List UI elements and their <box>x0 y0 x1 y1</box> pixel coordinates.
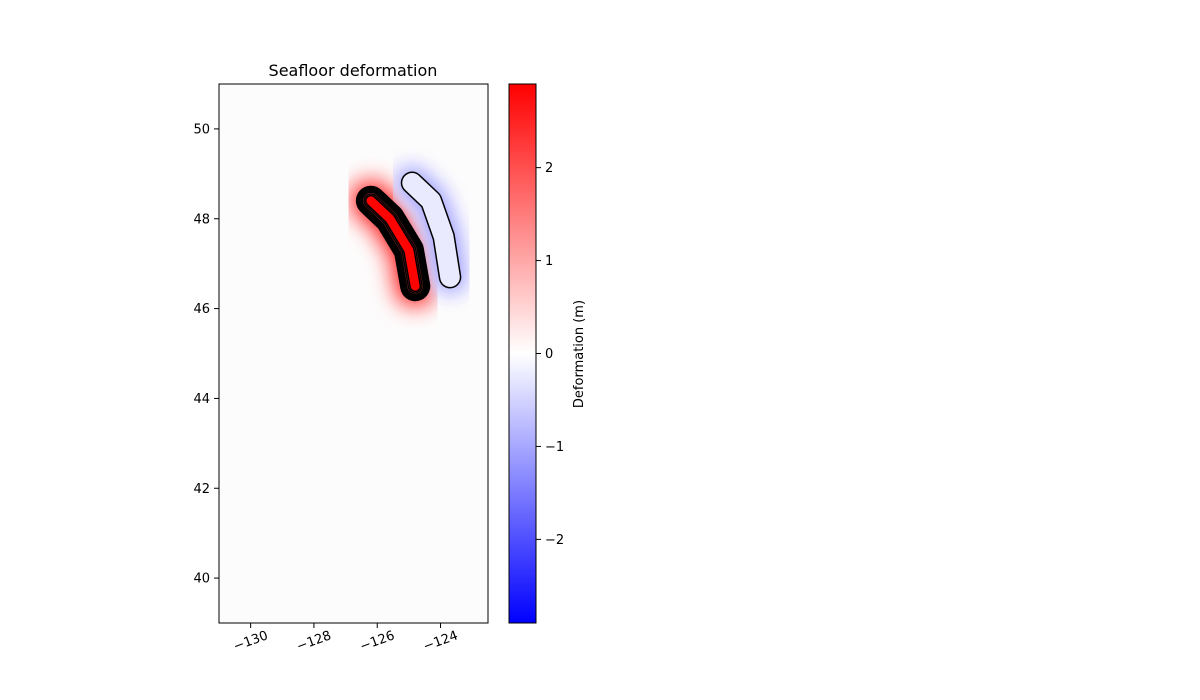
chart-title: Seafloor deformation <box>269 61 438 80</box>
uplift-contour-inner <box>366 196 420 291</box>
colorbar-tick-label: −2 <box>545 533 564 548</box>
colorbar-ticks: −2 −1 0 1 2 <box>536 161 564 548</box>
colorbar-gradient <box>509 84 536 623</box>
y-axis: 40 42 44 46 48 50 <box>193 122 219 587</box>
deformation-field <box>342 160 473 315</box>
colorbar: −2 −1 0 1 2 Deformation (m) <box>508 83 587 624</box>
x-tick-label: −130 <box>231 628 270 654</box>
colorbar-tick-label: 1 <box>545 254 553 269</box>
deformation-contours <box>355 171 462 302</box>
colorbar-label: Deformation (m) <box>572 300 587 408</box>
y-tick-label: 50 <box>193 122 210 137</box>
y-tick-label: 48 <box>193 212 210 227</box>
x-axis: −130 −128 −126 −124 <box>231 623 460 655</box>
colorbar-tick-label: 0 <box>545 347 553 362</box>
colorbar-tick-label: −1 <box>545 440 564 455</box>
y-tick-label: 44 <box>193 392 210 407</box>
plot-area: −130 −128 −126 −124 40 42 44 46 48 50 <box>193 83 489 655</box>
subsidence-contour-inner <box>402 173 460 287</box>
colorbar-tick-label: 2 <box>545 161 553 176</box>
plot-frame <box>218 83 489 624</box>
plot-background <box>219 84 488 623</box>
x-tick-label: −128 <box>295 628 334 654</box>
x-tick-label: −126 <box>358 628 397 654</box>
y-tick-label: 42 <box>193 482 210 497</box>
y-tick-label: 46 <box>193 302 210 317</box>
x-tick-label: −124 <box>421 628 460 654</box>
y-tick-label: 40 <box>193 572 210 587</box>
